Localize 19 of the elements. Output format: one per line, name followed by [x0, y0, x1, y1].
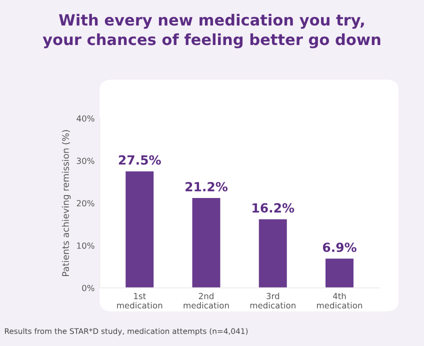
y-tick-label: 40% [76, 115, 94, 122]
x-tick-label: 4th medication [317, 292, 362, 309]
data-label: 6.9% [322, 242, 356, 252]
bar [192, 198, 220, 288]
data-label: 27.5% [118, 155, 161, 165]
bar [326, 258, 354, 288]
y-tick-label: 30% [76, 158, 94, 164]
y-tick-label: 20% [76, 200, 94, 206]
y-tick-label: 0% [82, 284, 94, 292]
x-tick-label: 3rd medication [250, 292, 296, 309]
x-tick-label: 1st medication [117, 292, 162, 309]
data-label: 21.2% [186, 182, 228, 192]
bar [258, 219, 287, 288]
data-label: 16.2% [252, 203, 294, 213]
y-tick-label: 10% [77, 242, 94, 249]
bar [126, 171, 154, 288]
chart-title: With every new medication you try, your chances of feeling better go down [42, 14, 380, 48]
x-tick-label: 2nd medication [184, 292, 229, 309]
y-axis-title: Patients achieving remission (%) [62, 130, 71, 276]
